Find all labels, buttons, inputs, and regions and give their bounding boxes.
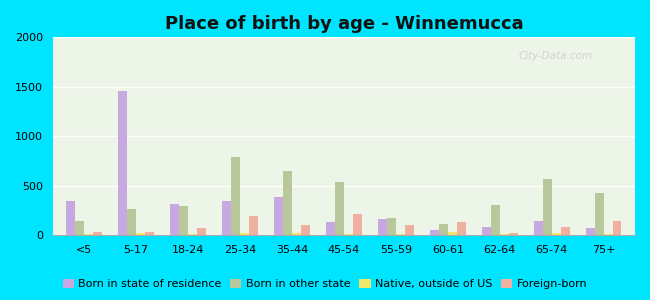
Bar [66,201,75,235]
Bar [222,201,231,235]
Bar [509,233,517,235]
Bar [84,234,93,235]
Bar [179,206,188,235]
Text: City-Data.com: City-Data.com [519,51,593,61]
Bar [552,233,561,235]
Bar [136,233,145,235]
Bar [482,227,491,235]
Bar [613,221,621,235]
Bar [561,227,569,235]
Bar [197,228,205,235]
Bar [595,193,604,235]
Bar [188,234,197,235]
Title: Place of birth by age - Winnemucca: Place of birth by age - Winnemucca [164,15,523,33]
Bar [170,204,179,235]
Bar [448,232,457,235]
Bar [405,225,413,235]
Bar [378,219,387,235]
Bar [396,234,405,235]
Bar [75,221,84,235]
Bar [543,179,552,235]
Bar [430,230,439,235]
Bar [439,224,448,235]
Bar [387,218,396,235]
Bar [457,222,465,235]
Bar [586,228,595,235]
Bar [301,225,309,235]
Bar [93,232,101,235]
Bar [353,214,361,235]
Bar [604,234,613,235]
Bar [491,205,500,235]
Legend: Born in state of residence, Born in other state, Native, outside of US, Foreign-: Born in state of residence, Born in othe… [60,277,590,291]
Bar [145,232,153,235]
Bar [344,234,353,235]
Bar [231,157,240,235]
Bar [326,222,335,235]
Bar [240,233,249,235]
Bar [127,208,136,235]
Bar [292,233,301,235]
Bar [118,91,127,235]
Bar [500,234,509,235]
Bar [249,217,257,235]
Bar [335,182,344,235]
Bar [274,197,283,235]
Bar [283,171,292,235]
Bar [534,221,543,235]
